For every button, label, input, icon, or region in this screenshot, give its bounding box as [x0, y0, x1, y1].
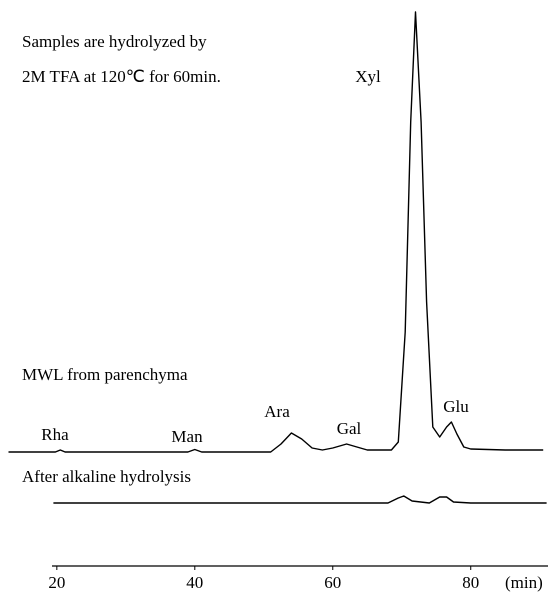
- x-tick-label: 60: [324, 573, 341, 592]
- x-axis-label: (min): [505, 573, 543, 592]
- series-label: MWL from parenchyma: [22, 365, 188, 384]
- peak-label: Glu: [443, 397, 469, 416]
- trace: [53, 495, 547, 504]
- x-tick-label: 80: [462, 573, 479, 592]
- series-label: After alkaline hydrolysis: [22, 467, 191, 486]
- peak-label: Ara: [264, 402, 290, 421]
- annotation: Samples are hydrolyzed by: [22, 32, 207, 51]
- x-tick-label: 20: [48, 573, 65, 592]
- x-tick-label: 40: [186, 573, 203, 592]
- trace: [8, 11, 544, 453]
- peak-label: Xyl: [355, 67, 381, 86]
- peak-label: Gal: [337, 419, 362, 438]
- peak-label: Rha: [41, 425, 69, 444]
- peak-label: Man: [171, 427, 203, 446]
- annotation: 2M TFA at 120℃ for 60min.: [22, 67, 221, 86]
